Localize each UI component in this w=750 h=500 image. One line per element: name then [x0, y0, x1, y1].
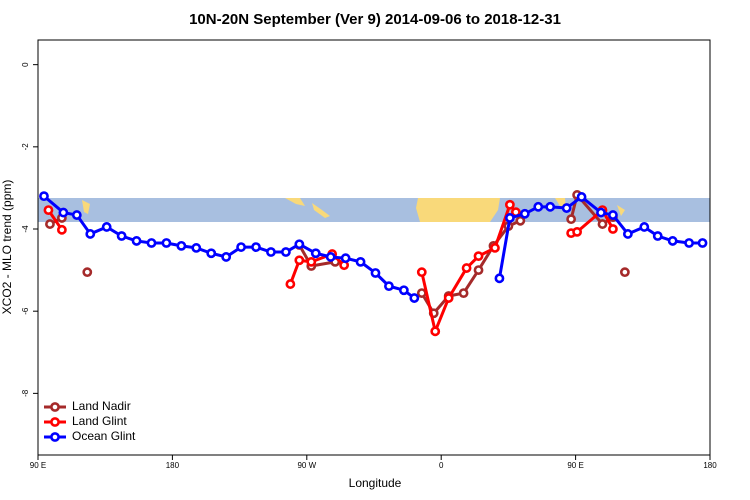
data-point [504, 199, 515, 210]
data-point [566, 214, 577, 225]
data-point [236, 242, 246, 252]
data-point [285, 279, 296, 289]
data-point [56, 224, 67, 235]
land-shape [285, 198, 305, 206]
y-tick-label: -8 [21, 389, 30, 397]
data-point [280, 247, 291, 257]
data-point [619, 267, 630, 278]
x-tick-label: 180 [166, 461, 180, 470]
data-point [71, 210, 82, 220]
data-point [82, 267, 93, 278]
data-point [43, 205, 54, 216]
data-point [206, 248, 217, 259]
data-point [161, 238, 172, 248]
y-tick-label: -4 [21, 225, 30, 233]
land-shape [416, 198, 500, 222]
x-tick-label: 180 [703, 461, 717, 470]
data-point [370, 268, 381, 278]
plot-frame [37, 39, 711, 456]
y-tick-label: 0 [21, 62, 30, 67]
data-point [533, 201, 544, 212]
data-point [176, 240, 187, 251]
y-axis-label: XCO2 - MLO trend (ppm) [0, 180, 14, 315]
data-point [101, 222, 112, 232]
data-point [461, 263, 472, 273]
data-point [146, 238, 157, 248]
data-point [251, 242, 261, 252]
x-tick-label: 0 [439, 461, 444, 470]
data-point [294, 239, 305, 250]
data-point [191, 243, 202, 253]
data-point [490, 243, 500, 253]
data-point [697, 238, 708, 248]
data-point [515, 215, 526, 226]
legend-label: Land Nadir [72, 399, 131, 413]
data-point [545, 201, 556, 212]
legend-marker [50, 402, 60, 412]
land-shape [312, 203, 330, 218]
x-tick-label: 90 W [297, 461, 316, 470]
data-point [652, 231, 663, 241]
x-axis-label: Longitude [349, 476, 402, 490]
data-point [221, 252, 232, 262]
land-shape [82, 200, 90, 214]
legend-label: Land Glint [72, 414, 127, 428]
data-point [409, 293, 420, 303]
data-point [384, 281, 394, 292]
data-point [667, 236, 678, 246]
data-point [325, 252, 336, 262]
data-point [45, 219, 55, 229]
x-tick-label: 90 E [30, 461, 46, 470]
data-point [473, 265, 484, 275]
data-point [310, 248, 321, 259]
data-point [494, 273, 505, 284]
y-tick-label: -2 [21, 143, 30, 151]
data-point [622, 229, 633, 239]
legend-label: Ocean Glint [72, 429, 136, 443]
y-tick-label: -6 [21, 307, 30, 315]
data-point [443, 293, 454, 303]
data-point [597, 219, 608, 229]
data-point [58, 207, 69, 218]
data-point [416, 288, 427, 299]
data-point [39, 191, 49, 202]
data-point [458, 288, 469, 299]
data-point [116, 231, 127, 241]
chart-title: 10N-20N September (Ver 9) 2014-09-06 to … [189, 11, 561, 28]
data-point [519, 208, 530, 219]
data-point [684, 238, 694, 248]
data-point [608, 224, 618, 234]
data-point [131, 236, 142, 246]
data-point [561, 203, 572, 213]
legend-marker [50, 432, 60, 442]
data-point [416, 267, 427, 278]
data-point [430, 326, 441, 337]
data-point [355, 256, 366, 267]
data-point [340, 253, 351, 264]
land-shape [617, 205, 625, 216]
data-point [85, 229, 96, 239]
data-point [398, 285, 409, 296]
x-tick-label: 90 E [567, 461, 583, 470]
data-point [572, 226, 582, 237]
legend-marker [50, 417, 60, 427]
data-point [266, 247, 276, 257]
data-point [608, 210, 618, 220]
data-point [473, 251, 484, 262]
data-point [576, 192, 587, 202]
data-point [294, 255, 305, 266]
data-point [596, 207, 606, 218]
data-point [639, 222, 650, 232]
data-point [306, 256, 317, 267]
data-point [504, 213, 515, 223]
